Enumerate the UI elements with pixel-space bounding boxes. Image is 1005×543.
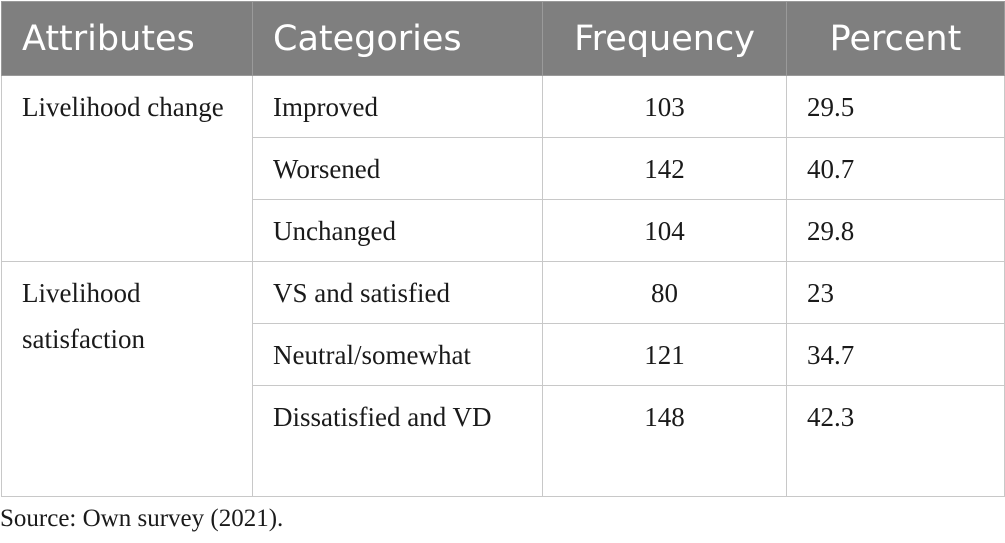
percent-cell: 42.3 <box>786 385 1005 497</box>
frequency-cell: 142 <box>542 137 787 200</box>
category-cell: Neutral/somewhat <box>252 323 543 386</box>
frequency-cell: 80 <box>542 261 787 324</box>
table-row: Livelihood change Improved 103 29.5 <box>1 75 1005 262</box>
percent-cell: 29.5 <box>786 75 1005 138</box>
table-row: Livelihood satisfaction VS and satisfied… <box>1 261 1005 497</box>
category-cell: Worsened <box>252 137 543 200</box>
percent-cell: 34.7 <box>786 323 1005 386</box>
attribute-cell: Livelihood change <box>1 75 253 262</box>
frequency-cell: 104 <box>542 199 787 262</box>
header-categories: Categories <box>252 1 543 76</box>
header-frequency: Frequency <box>542 1 787 76</box>
header-row: Attributes Categories Frequency Percent <box>1 1 1005 76</box>
header-percent: Percent <box>786 1 1005 76</box>
category-cell: Improved <box>252 75 543 138</box>
category-cell: Dissatisfied and VD <box>252 385 543 497</box>
frequency-cell: 103 <box>542 75 787 138</box>
table-row: Dissatisfied and VD 148 42.3 <box>2 385 1005 497</box>
data-table: Attributes Categories Frequency Percent … <box>1 1 1005 497</box>
table-row: Worsened 142 40.7 <box>2 137 1005 200</box>
category-cell: VS and satisfied <box>252 261 543 324</box>
attribute-cell: Livelihood satisfaction <box>1 261 253 497</box>
percent-cell: 23 <box>786 261 1005 324</box>
header-attributes: Attributes <box>1 1 253 76</box>
frequency-cell: 121 <box>542 323 787 386</box>
frequency-cell: 148 <box>542 385 787 497</box>
source-note: Source: Own survey (2021). <box>0 505 284 532</box>
category-cell: Unchanged <box>252 199 543 262</box>
percent-cell: 29.8 <box>786 199 1005 262</box>
percent-cell: 40.7 <box>786 137 1005 200</box>
